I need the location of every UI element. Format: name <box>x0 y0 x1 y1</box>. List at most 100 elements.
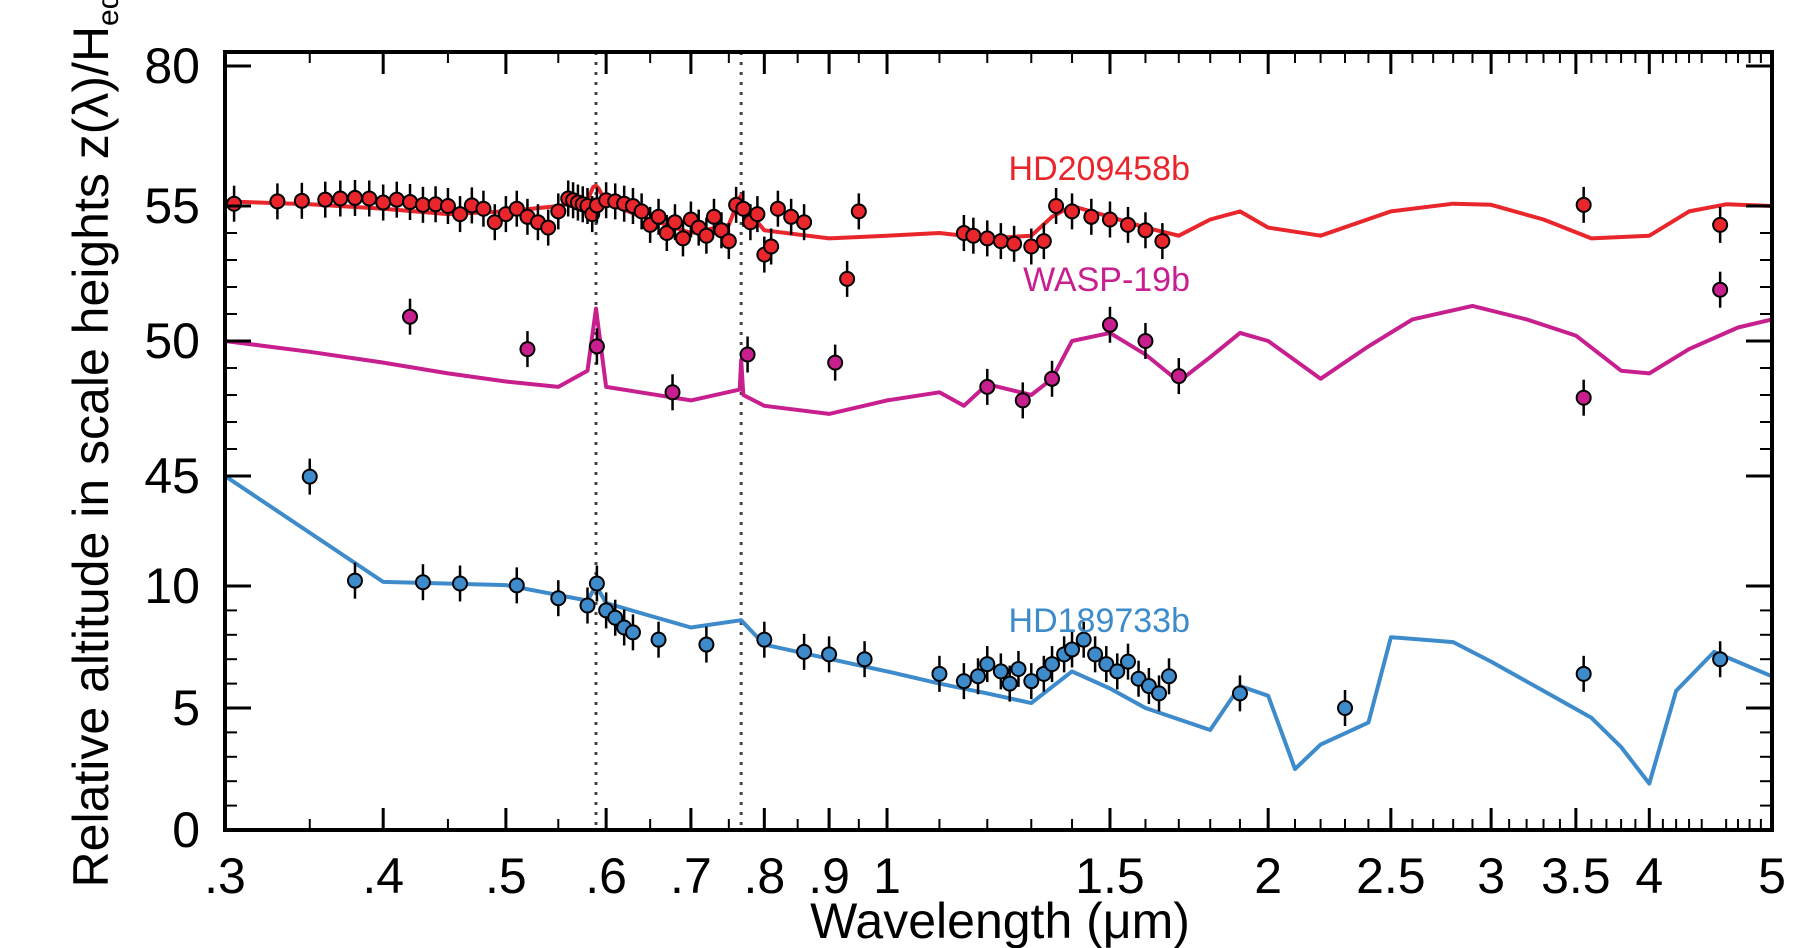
y-axis-ticks: 0 5 10 45 50 55 80 <box>144 38 1772 858</box>
model-curves <box>223 183 1773 786</box>
x-tick-label: 4 <box>1635 848 1663 904</box>
data-point <box>1337 700 1354 716</box>
data-point <box>1101 211 1118 228</box>
model-curve-HD189733b <box>223 474 1773 786</box>
data-point <box>519 341 536 358</box>
y-tick-label: 10 <box>144 558 200 614</box>
data-point <box>979 230 996 247</box>
data-point <box>1048 198 1065 214</box>
series-label: HD209458b <box>1009 150 1190 188</box>
data-point <box>839 270 856 287</box>
data-point <box>1083 208 1100 225</box>
x-tick-label: 1 <box>873 848 901 904</box>
data-point <box>332 190 349 207</box>
data-point <box>624 624 641 641</box>
data-point <box>769 200 786 217</box>
data-point <box>486 214 503 231</box>
x-tick-label: 2.5 <box>1356 848 1426 904</box>
data-point <box>979 378 996 395</box>
data-point <box>1154 233 1171 250</box>
data-point <box>1035 233 1052 250</box>
data-point <box>550 590 567 607</box>
data-point <box>965 227 982 244</box>
data-point <box>796 214 813 231</box>
data-point <box>475 200 492 217</box>
series-labels: HD209458b WASP-19b HD189733b <box>1009 150 1190 640</box>
data-point <box>650 631 667 648</box>
y-axis-title-subscript: eq <box>92 0 125 26</box>
data-point <box>674 230 691 247</box>
data-point <box>698 636 715 653</box>
data-point <box>664 384 681 401</box>
data-point <box>1575 665 1592 682</box>
data-point <box>1137 333 1154 349</box>
series-label: WASP-19b <box>1023 261 1190 299</box>
data-point <box>579 597 596 614</box>
data-point <box>979 656 996 673</box>
data-point <box>1120 216 1137 233</box>
data-point <box>827 354 844 371</box>
x-tick-label: 3.5 <box>1541 848 1611 904</box>
data-point <box>269 193 286 210</box>
data-point <box>1109 663 1126 680</box>
data-point <box>414 574 431 591</box>
data-point <box>705 208 722 225</box>
data-point <box>1087 646 1104 663</box>
data-point <box>756 631 773 648</box>
x-axis-ticks: .3 .4 .5 .6 .7 .8 .9 1 1.5 2 2.5 3 3.5 4 5 <box>204 52 1786 904</box>
data-point <box>955 673 972 690</box>
data-point <box>1170 368 1187 385</box>
data-point <box>633 203 650 220</box>
data-point <box>650 208 667 225</box>
data-point <box>1098 656 1115 673</box>
data-point <box>850 203 867 220</box>
data-point <box>992 663 1009 680</box>
data-point <box>1006 235 1023 252</box>
x-tick-label: .4 <box>362 848 404 904</box>
data-point <box>1101 316 1118 333</box>
data-point <box>588 575 605 592</box>
data-point <box>346 572 363 589</box>
data-point <box>550 203 567 220</box>
data-point <box>1075 631 1092 648</box>
data-point <box>1575 389 1592 406</box>
y-axis-title-main: Relative altitude in scale heights z(λ)/… <box>63 26 119 888</box>
data-point <box>1001 675 1018 692</box>
data-point <box>992 233 1009 250</box>
data-point <box>301 468 318 485</box>
data-point <box>1023 673 1040 690</box>
y-tick-label: 0 <box>172 802 200 858</box>
y-axis-title: Relative altitude in scale heights z(λ)/… <box>63 0 125 887</box>
x-tick-label: .8 <box>743 848 785 904</box>
x-tick-label: .7 <box>670 848 712 904</box>
x-axis-title: Wavelength (μm) <box>810 893 1190 948</box>
data-point <box>1231 685 1248 702</box>
data-point <box>375 194 392 211</box>
data-point <box>452 575 469 592</box>
data-point <box>763 238 780 255</box>
data-point <box>1712 651 1729 668</box>
data-point <box>749 206 766 223</box>
x-tick-label: 1.5 <box>1075 848 1145 904</box>
data-point <box>402 193 419 210</box>
reference-lines <box>594 52 743 830</box>
data-point <box>607 609 624 626</box>
data-point <box>1044 656 1061 673</box>
y-tick-label: 45 <box>144 448 200 504</box>
data-point <box>1044 370 1061 387</box>
data-point <box>1151 685 1168 702</box>
model-curve-WASP-19b <box>224 303 1773 416</box>
series-label: HD189733b <box>1009 602 1190 640</box>
y-tick-label: 80 <box>144 38 200 94</box>
data-point <box>698 227 715 244</box>
data-point <box>856 651 873 668</box>
x-tick-label: 3 <box>1477 848 1505 904</box>
data-point <box>1712 281 1729 298</box>
data-point <box>970 668 987 685</box>
data-point <box>1064 641 1081 658</box>
data-point <box>588 338 605 355</box>
data-point <box>821 646 838 663</box>
data-point <box>1064 203 1081 220</box>
data-point <box>1161 668 1178 685</box>
